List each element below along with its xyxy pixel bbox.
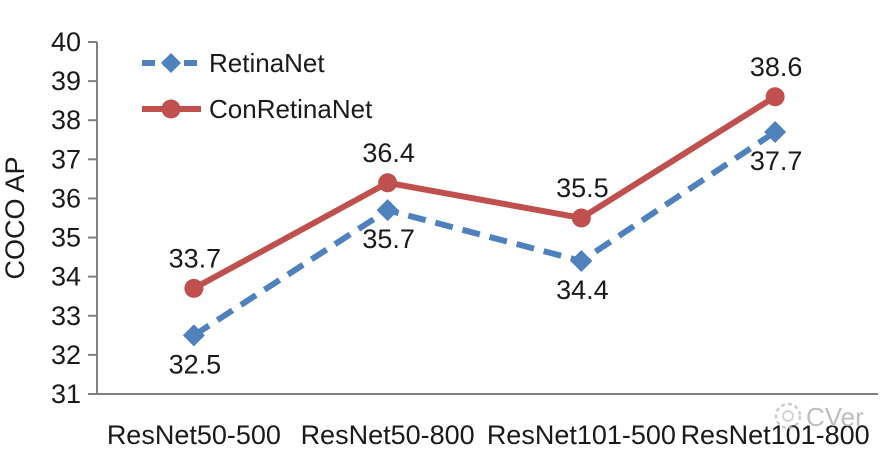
y-tick-label: 31	[51, 379, 81, 409]
data-label: 33.7	[169, 243, 222, 273]
legend-item-retinanet: RetinaNet	[142, 48, 325, 78]
y-tick-label: 40	[51, 27, 81, 57]
y-tick-label: 37	[51, 144, 81, 174]
legend-label: RetinaNet	[209, 48, 325, 78]
data-label: 37.7	[750, 146, 803, 176]
watermark-logo-icon	[774, 402, 802, 430]
marker-circle	[571, 208, 591, 228]
data-label: 32.5	[169, 349, 222, 379]
watermark-logo-inner-icon	[782, 410, 794, 422]
marker-circle	[378, 173, 398, 193]
series-line-retinanet	[192, 129, 777, 338]
data-label: 36.4	[362, 138, 415, 168]
x-tick-label: ResNet50-500	[107, 420, 281, 450]
legend-marker-circle	[161, 99, 181, 119]
legend-label: ConRetinaNet	[209, 94, 373, 124]
series-line-conretinanet	[192, 94, 777, 292]
y-tick-label: 39	[51, 66, 81, 96]
legend-marker-diamond	[161, 53, 181, 73]
y-tick-label: 35	[51, 223, 81, 253]
watermark-text: CVer	[806, 402, 864, 432]
y-tick-label: 32	[51, 340, 81, 370]
legend-item-conretinanet: ConRetinaNet	[142, 94, 373, 124]
x-tick-label: ResNet101-800	[681, 420, 870, 450]
x-tick-label: ResNet50-800	[301, 420, 475, 450]
data-label: 35.5	[556, 173, 609, 203]
y-tick-label: 36	[51, 183, 81, 213]
marker-diamond	[376, 199, 399, 222]
marker-diamond	[570, 250, 593, 273]
x-tick-label: ResNet101-500	[487, 420, 676, 450]
plot-area: 31 32 33 34 35 36 37 38 39 40 ResNet50-500 ResNet50…	[51, 27, 878, 450]
y-tick-label: 34	[51, 262, 81, 292]
marker-diamond	[764, 120, 787, 143]
data-label: 34.4	[556, 275, 609, 305]
marker-circle	[765, 87, 785, 107]
y-axis-title: COCO AP	[0, 156, 30, 279]
data-label: 38.6	[750, 52, 803, 82]
marker-diamond	[182, 324, 205, 347]
watermark: CVer	[774, 402, 864, 432]
y-tick-label: 38	[51, 105, 81, 135]
y-tick-label: 33	[51, 301, 81, 331]
marker-circle	[184, 278, 204, 298]
data-label: 35.7	[362, 224, 415, 254]
